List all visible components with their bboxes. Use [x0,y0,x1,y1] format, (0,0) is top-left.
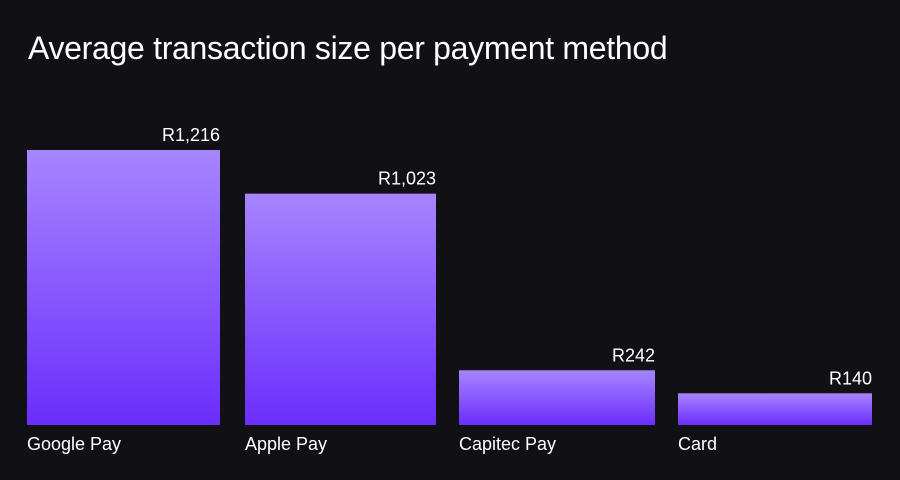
bar-capitec-pay [459,370,655,425]
x-tick-label-capitec-pay: Capitec Pay [459,434,556,454]
bars-group [27,150,872,425]
value-label-card: R140 [829,368,872,388]
chart-title: Average transaction size per payment met… [28,30,668,66]
x-tick-label-apple-pay: Apple Pay [245,434,327,454]
value-label-apple-pay: R1,023 [378,169,436,189]
bar-apple-pay [245,193,436,425]
bar-card [678,393,872,425]
x-tick-label-card: Card [678,434,717,454]
x-axis-tick-labels: Google Pay Apple Pay Capitec Pay Card [27,434,717,454]
value-labels-group: R1,216 R1,023 R242 R140 [162,125,872,388]
value-label-google-pay: R1,216 [162,125,220,145]
bar-google-pay [27,150,220,425]
x-tick-label-google-pay: Google Pay [27,434,121,454]
value-label-capitec-pay: R242 [612,345,655,365]
